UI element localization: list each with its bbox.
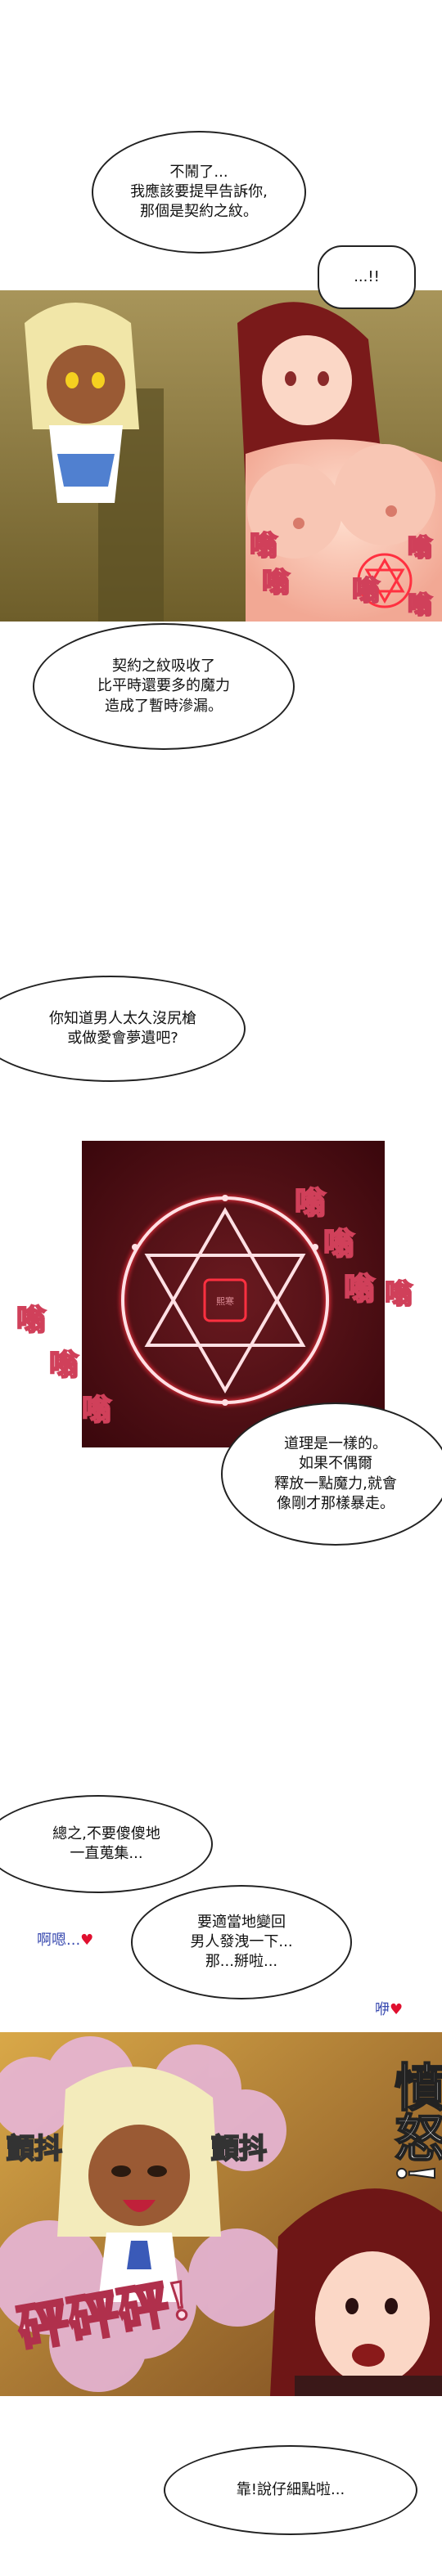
speech-text: 契約之紋吸收了 比平時還要多的魔力 造成了暫時滲漏。: [97, 657, 230, 715]
speech-bubble-question: 你知道男人太久沒尻槍 或做愛會夢遺吧?: [0, 976, 246, 1082]
moan-label: 咿: [375, 2001, 390, 2019]
panel-angry-scene: [0, 2032, 442, 2396]
contract-seal-mark: [357, 553, 413, 608]
panel-scene-characters: [0, 290, 442, 622]
sfx-tremble-right: 顫抖: [210, 2132, 268, 2166]
sfx-hum: 嗡: [351, 574, 381, 608]
speech-text: 總之,不要傻傻地 一直蒐集...: [52, 1824, 160, 1862]
speech-bubble-explain: 契約之紋吸收了 比平時還要多的魔力 造成了暫時滲漏。: [33, 623, 295, 750]
seal-illustration: 熙寒: [82, 1141, 385, 1447]
sfx-hum: 嗡: [294, 1183, 327, 1222]
speech-bubble-summary: 總之,不要傻傻地 一直蒐集...: [0, 1795, 213, 1893]
speech-text: 你知道男人太久沒尻槍 或做愛會夢遺吧?: [49, 1009, 196, 1047]
speech-text: ...!!: [354, 267, 380, 285]
speech-bubble-reaction: ...!!: [318, 245, 416, 309]
moan-label: 啊嗯...: [37, 1932, 81, 1950]
angry-scene-illustration: [0, 2032, 442, 2396]
speech-bubble-advice: 要適當地變回 男人發洩一下... 那...掰啦...: [131, 1885, 352, 1999]
heart-icon: ♥: [390, 2001, 404, 2019]
speech-text: 要適當地變回 男人發洩一下... 那...掰啦...: [190, 1913, 293, 1971]
seal-watermark: 熙寒: [216, 1295, 234, 1307]
scene-illustration: [0, 290, 442, 622]
blonde-character-figure: [57, 2067, 221, 2302]
speech-text: 靠!說仔細點啦...: [236, 2480, 345, 2498]
sfx-hum: 嗡: [322, 1224, 355, 1263]
sfx-hum: 嗡: [407, 533, 433, 563]
sfx-hum: 嗡: [249, 529, 278, 563]
redhead-character-figure: [270, 2188, 442, 2396]
speech-bubble-final: 靠!說仔細點啦...: [164, 2445, 417, 2535]
panel-seal-closeup: 熙寒: [82, 1141, 385, 1447]
moan-text-left: 啊嗯...♥: [37, 1910, 93, 1950]
blonde-character-figure: [25, 303, 139, 503]
sfx-hum: 嗡: [81, 1392, 112, 1428]
sfx-hum: 嗡: [261, 566, 291, 600]
heart-icon: ♥: [80, 1932, 94, 1950]
sfx-hum: 嗡: [407, 590, 433, 621]
speech-text: 道理是一樣的。 如果不偶爾 釋放一點魔力,就會 像剛才那樣暴走。: [274, 1434, 397, 1512]
sfx-hum: 嗡: [16, 1302, 47, 1338]
sfx-hum: 嗡: [384, 1277, 413, 1312]
speech-text: 不鬧了... 我應該要提早告訴你, 那個是契約之紋。: [130, 163, 268, 221]
speech-bubble-intro: 不鬧了... 我應該要提早告訴你, 那個是契約之紋。: [92, 131, 306, 254]
sfx-tremble-left: 顫抖: [6, 2132, 63, 2166]
moan-text-right: 咿♥: [375, 1979, 403, 2020]
sfx-hum: 嗡: [343, 1269, 376, 1308]
sfx-anger: 憤怒!: [385, 2060, 442, 2185]
sfx-hum: 嗡: [48, 1347, 79, 1383]
speech-bubble-same-principle: 道理是一樣的。 如果不偶爾 釋放一點魔力,就會 像剛才那樣暴走。: [221, 1402, 442, 1546]
